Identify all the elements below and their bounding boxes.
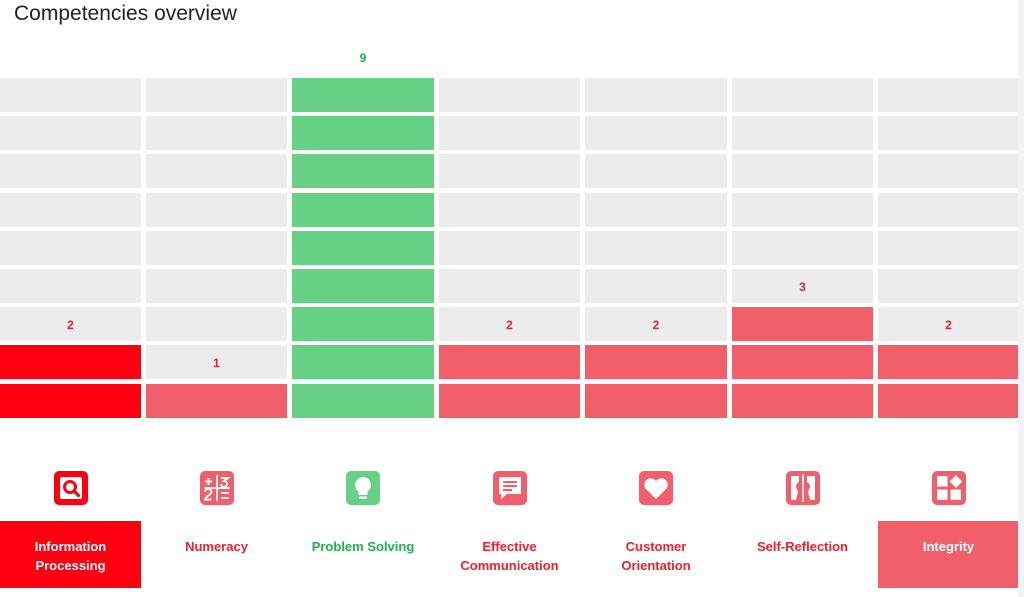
competency-label: Information Processing: [34, 539, 107, 573]
empty-cell: [585, 269, 727, 303]
empty-cell: [732, 269, 873, 303]
competency-label: Customer Orientation: [621, 539, 691, 573]
empty-cell: [439, 154, 580, 188]
bar-value-label: 9: [359, 51, 367, 65]
competency-label: Effective Communication: [460, 539, 559, 573]
empty-cell: [878, 269, 1019, 303]
empty-cell: [0, 193, 141, 227]
blocks-icon: [931, 470, 967, 506]
bar-segment: [585, 384, 727, 418]
empty-cell: [878, 231, 1019, 265]
empty-cell: [878, 78, 1019, 112]
competency-label: Numeracy: [185, 539, 248, 554]
empty-cell: [878, 307, 1019, 341]
bar-segment: [0, 345, 141, 379]
empty-cell: [0, 269, 141, 303]
bar-segment: [0, 384, 141, 418]
empty-cell: [146, 307, 287, 341]
empty-cell: [732, 231, 873, 265]
scrollbar[interactable]: [1018, 0, 1024, 597]
competency-label-box[interactable]: Numeracy: [146, 521, 287, 588]
bar-segment: [732, 345, 873, 379]
empty-cell: [0, 307, 141, 341]
empty-cell: [439, 307, 580, 341]
bar-segment: [439, 345, 580, 379]
empty-cell: [732, 154, 873, 188]
empty-cell: [146, 231, 287, 265]
empty-cell: [439, 78, 580, 112]
bar-segment: [439, 384, 580, 418]
empty-cell: [585, 78, 727, 112]
empty-cell: [0, 116, 141, 150]
competency-label-box[interactable]: Customer Orientation: [585, 521, 727, 588]
mirror-icon: [785, 470, 821, 506]
empty-cell: [439, 193, 580, 227]
bar-value-label: 3: [799, 280, 806, 294]
magnifier-icon: [53, 470, 89, 506]
bar-segment: [292, 78, 434, 112]
empty-cell: [585, 193, 727, 227]
empty-cell: [732, 193, 873, 227]
empty-cell: [585, 116, 727, 150]
empty-cell: [146, 193, 287, 227]
empty-cell: [585, 307, 727, 341]
empty-cell: [0, 231, 141, 265]
bar-value-label: 2: [652, 318, 660, 332]
competency-label: Problem Solving: [311, 539, 415, 554]
competency-label: Integrity: [922, 539, 975, 554]
empty-cell: [732, 78, 873, 112]
empty-cell: [732, 116, 873, 150]
empty-cell: [439, 231, 580, 265]
bar-segment: [732, 307, 873, 341]
calculator-icon: [199, 470, 235, 506]
bar-segment: [732, 384, 873, 418]
empty-cell: [878, 154, 1019, 188]
competency-label: Self-Reflection: [756, 539, 848, 554]
bar-value-label: 2: [945, 318, 952, 332]
empty-cell: [439, 269, 580, 303]
empty-cell: [0, 78, 141, 112]
empty-cell: [146, 116, 287, 150]
heart-icon: [638, 470, 674, 506]
empty-cell: [585, 231, 727, 265]
empty-cell: [146, 78, 287, 112]
bar-segment: [878, 384, 1019, 418]
bar-segment: [292, 345, 434, 379]
competency-label-box[interactable]: Problem Solving: [292, 521, 434, 588]
bar-segment: [146, 384, 287, 418]
bar-value-label: 2: [67, 318, 74, 332]
empty-cell: [0, 154, 141, 188]
competency-label-box[interactable]: Effective Communication: [439, 521, 580, 588]
competency-label-box[interactable]: Self-Reflection: [732, 521, 873, 588]
empty-cell: [146, 269, 287, 303]
bar-segment: [292, 116, 434, 150]
empty-cell: [878, 116, 1019, 150]
competency-label-box[interactable]: Information Processing: [0, 521, 141, 588]
empty-cell: [878, 193, 1019, 227]
empty-cell: [585, 154, 727, 188]
empty-cell: [439, 116, 580, 150]
bar-segment: [292, 307, 434, 341]
bar-segment: [292, 154, 434, 188]
chat-icon: [492, 470, 528, 506]
bar-segment: [292, 193, 434, 227]
bar-segment: [292, 269, 434, 303]
lightbulb-icon: [345, 470, 381, 506]
competency-label-box[interactable]: Integrity: [878, 521, 1019, 588]
bar-value-label: 2: [506, 318, 513, 332]
bar-segment: [292, 384, 434, 418]
bar-value-label: 1: [213, 356, 220, 370]
page-title: Competencies overview: [14, 2, 237, 25]
empty-cell: [146, 154, 287, 188]
empty-cell: [146, 345, 287, 379]
bar-segment: [585, 345, 727, 379]
bar-segment: [292, 231, 434, 265]
bar-segment: [878, 345, 1019, 379]
